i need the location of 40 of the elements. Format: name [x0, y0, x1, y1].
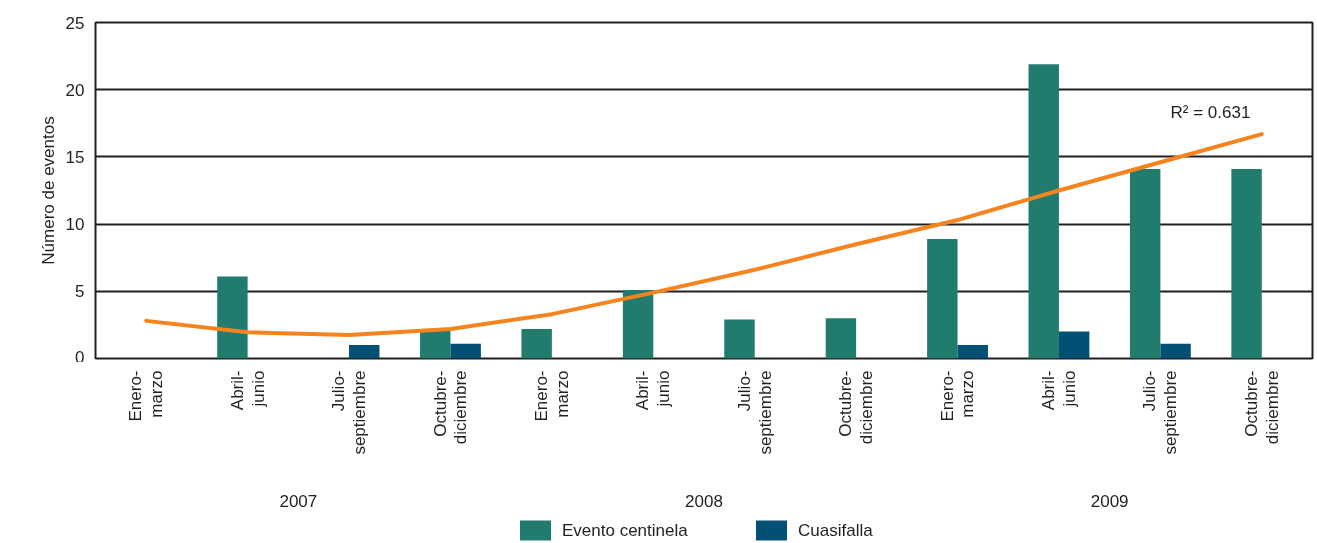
bar: [1058, 331, 1090, 359]
bar: [450, 343, 481, 359]
bar: [957, 345, 988, 359]
y-tick-label: 25: [65, 13, 85, 33]
x-tick-label: Octubre-diciembre: [1241, 370, 1282, 445]
x-tick-label: Abril-junio: [1039, 370, 1079, 411]
x-tick-label: Octubre-diciembre: [836, 370, 877, 445]
x-tick-label: Enero-marzo: [937, 370, 978, 422]
text: 2007: [279, 491, 318, 511]
x-tick-label: Octubre-diciembre: [430, 370, 471, 445]
bar: [1028, 64, 1059, 359]
bar: [1231, 169, 1262, 359]
x-tick-label: Abril-junio: [227, 370, 268, 411]
bar: [1160, 343, 1191, 359]
legend-label: Evento centinela: [562, 521, 689, 540]
bar: [927, 238, 958, 359]
x-tick-label: Julio-septiembre: [329, 370, 369, 455]
bar: [349, 345, 380, 359]
bar: [825, 318, 857, 359]
y-tick-label: 5: [75, 282, 85, 302]
x-tick-label: Julio-septiembre: [734, 370, 775, 455]
y-tick-label: 15: [65, 147, 85, 167]
line-series: [144, 132, 1264, 337]
x-tick-label: Enero-marzo: [126, 370, 167, 422]
text: 2009: [1090, 491, 1129, 511]
text: 2008: [685, 491, 723, 511]
bar: [622, 289, 654, 359]
bar: [1129, 169, 1161, 359]
annotation: R² = 0.631: [1170, 102, 1251, 122]
x-tick-label: Enero-marzo: [531, 370, 572, 422]
y-tick-label: 0: [75, 347, 85, 367]
y-axis-title: Número de eventos: [38, 116, 58, 265]
legend-label: Cuasifalla: [798, 521, 874, 540]
x-tick-label: Julio-septiembre: [1140, 370, 1181, 455]
y-tick-label: 20: [65, 80, 85, 100]
x-tick-label: Abril-junio: [633, 370, 674, 411]
y-tick-label: 10: [65, 215, 85, 235]
bar: [521, 328, 552, 359]
bar: [217, 276, 248, 359]
bar: [724, 319, 755, 359]
